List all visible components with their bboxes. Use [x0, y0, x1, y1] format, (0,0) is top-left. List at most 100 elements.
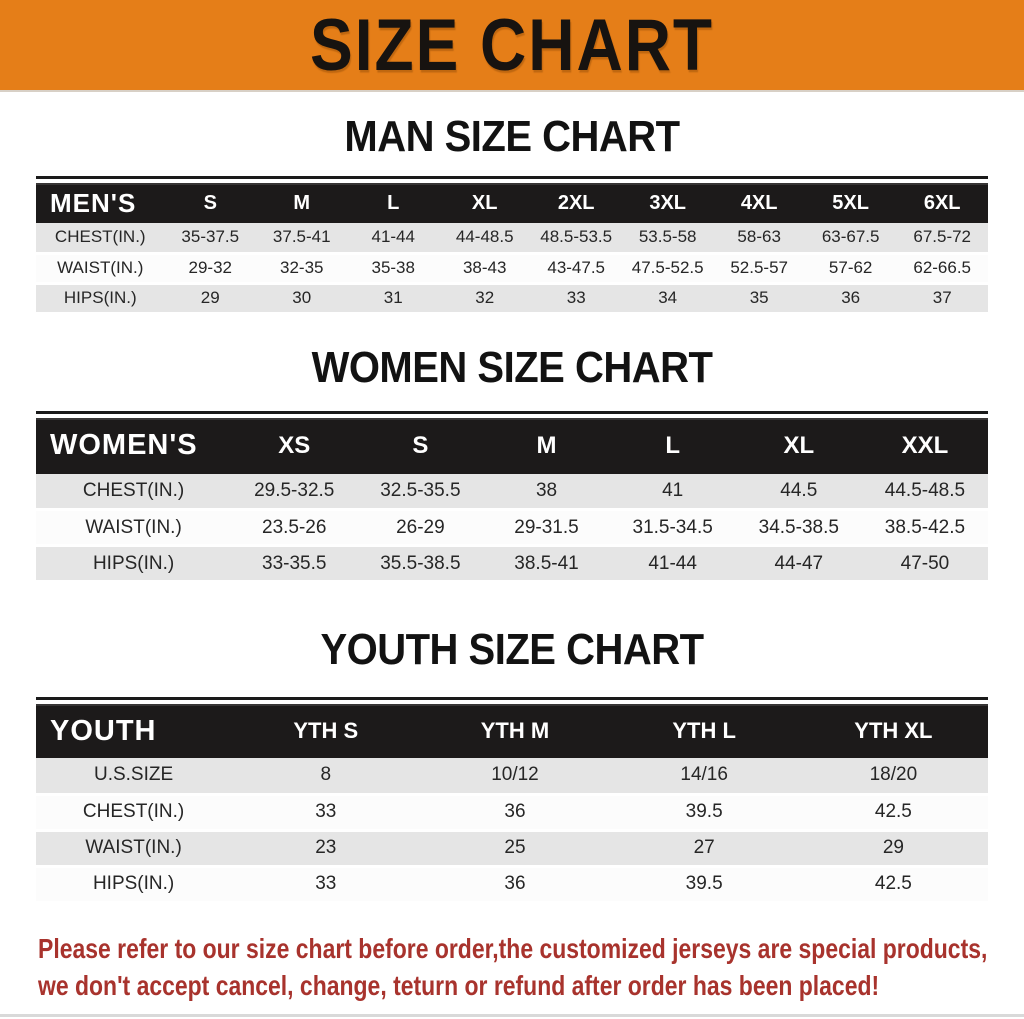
table-row: WAIST(IN.) 23.5-26 26-29 29-31.5 31.5-34.5 34…	[36, 509, 988, 546]
value-cell: 44-47	[735, 545, 862, 582]
size-column-header: XL	[735, 417, 862, 474]
table-row: HIPS(IN.) 33-35.5 35.5-38.5 38.5-41 41-44 44-…	[36, 545, 988, 582]
value-cell: 38.5-41	[483, 545, 610, 582]
mens-size-table: MEN'S S M L XL 2XL 3XL 4XL 5XL 6XL CHEST(IN.) 35-37…	[36, 183, 988, 315]
table-top-rule	[36, 697, 988, 700]
value-cell: 42.5	[798, 794, 988, 830]
row-label: CHEST(IN.)	[36, 223, 165, 253]
women-size-chart-heading: WOMEN SIZE CHART	[311, 343, 713, 392]
value-cell: 57-62	[804, 253, 897, 283]
size-column-header: 4XL	[713, 183, 805, 223]
value-cell: 34	[621, 283, 714, 313]
table-top-rule	[36, 410, 988, 414]
value-cell: 44-48.5	[438, 223, 531, 253]
size-column-header: S	[164, 183, 256, 223]
value-cell: 37	[896, 283, 988, 313]
value-cell: 29	[798, 830, 988, 866]
value-cell: 31	[347, 283, 439, 313]
value-cell: 29	[164, 283, 256, 313]
youth-size-chart-heading: YOUTH SIZE CHART	[320, 626, 704, 674]
table-row: WAIST(IN.) 23 25 27 29	[36, 830, 988, 866]
size-column-header: YTH L	[609, 704, 799, 758]
value-cell: 36	[420, 794, 610, 830]
header-row: MEN'S S M L XL 2XL 3XL 4XL 5XL 6XL	[36, 183, 988, 223]
size-column-header: YTH S	[231, 704, 421, 758]
table-row: HIPS(IN.) 29 30 31 32 33 34 35 36 37	[36, 283, 988, 313]
value-cell: 62-66.5	[896, 253, 988, 283]
size-column-header: XXL	[861, 417, 988, 474]
disclaimer-line-1: Please refer to our size chart before or…	[38, 932, 988, 964]
table-corner-label: YOUTH	[36, 704, 232, 758]
youth-size-table: YOUTH YTH S YTH M YTH L YTH XL U.S.SIZE 8 10/12…	[36, 704, 988, 904]
value-cell: 33-35.5	[231, 545, 358, 582]
size-column-header: M	[483, 417, 610, 474]
value-cell: 34.5-38.5	[735, 509, 862, 546]
value-cell: 8	[231, 758, 421, 794]
value-cell: 33	[530, 283, 622, 313]
size-column-header: YTH M	[420, 704, 610, 758]
size-column-header: L	[609, 417, 736, 474]
value-cell: 25	[420, 830, 610, 866]
row-label: HIPS(IN.)	[36, 545, 232, 582]
size-column-header: 2XL	[530, 183, 622, 223]
value-cell: 41	[609, 473, 736, 510]
row-label: U.S.SIZE	[36, 758, 232, 794]
value-cell: 39.5	[609, 794, 799, 830]
size-column-header: XL	[438, 183, 531, 223]
value-cell: 26-29	[357, 509, 484, 546]
banner-title: SIZE CHART	[310, 3, 714, 87]
value-cell: 52.5-57	[713, 253, 805, 283]
value-cell: 63-67.5	[804, 223, 897, 253]
table-row: CHEST(IN.) 35-37.5 37.5-41 41-44 44-48.5 48.5…	[36, 223, 988, 253]
value-cell: 43-47.5	[530, 253, 622, 283]
size-column-header: XS	[231, 417, 358, 474]
row-label: HIPS(IN.)	[36, 866, 232, 902]
table-row: CHEST(IN.) 29.5-32.5 32.5-35.5 38 41 44.5 44.5…	[36, 473, 988, 510]
value-cell: 23	[231, 830, 421, 866]
value-cell: 37.5-41	[256, 223, 348, 253]
value-cell: 18/20	[798, 758, 988, 794]
table-corner-label: MEN'S	[36, 183, 165, 223]
value-cell: 53.5-58	[621, 223, 714, 253]
row-label: CHEST(IN.)	[36, 473, 232, 510]
value-cell: 38.5-42.5	[861, 509, 988, 546]
value-cell: 32.5-35.5	[357, 473, 484, 510]
womens-size-table-section: WOMEN'S XS S M L XL XXL CHEST(IN.) 29.5-32.5 32.5…	[36, 410, 988, 584]
disclaimer-note: Please refer to our size chart before or…	[0, 930, 1024, 1004]
value-cell: 38-43	[438, 253, 531, 283]
size-column-header: M	[256, 183, 348, 223]
row-label: CHEST(IN.)	[36, 794, 232, 830]
value-cell: 35-37.5	[164, 223, 256, 253]
value-cell: 38	[483, 473, 610, 510]
table-row: U.S.SIZE 8 10/12 14/16 18/20	[36, 758, 988, 794]
womens-size-table: WOMEN'S XS S M L XL XXL CHEST(IN.) 29.5-32.5 32.5…	[36, 417, 988, 584]
size-chart-banner: SIZE CHART	[0, 0, 1024, 92]
header-row: YOUTH YTH S YTH M YTH L YTH XL	[36, 704, 988, 758]
header-row: WOMEN'S XS S M L XL XXL	[36, 417, 988, 474]
value-cell: 47-50	[861, 545, 988, 582]
size-column-header: 3XL	[621, 183, 714, 223]
value-cell: 29.5-32.5	[231, 473, 358, 510]
disclaimer-line-2: we don't accept cancel, change, teturn o…	[38, 969, 880, 1001]
table-corner-label: WOMEN'S	[36, 417, 232, 474]
value-cell: 36	[804, 283, 897, 313]
value-cell: 35-38	[347, 253, 439, 283]
value-cell: 32	[438, 283, 531, 313]
size-column-header: 6XL	[896, 183, 988, 223]
table-row: WAIST(IN.) 29-32 32-35 35-38 38-43 43-47.5 47.…	[36, 253, 988, 283]
value-cell: 58-63	[713, 223, 805, 253]
size-column-header: YTH XL	[798, 704, 988, 758]
value-cell: 47.5-52.5	[621, 253, 714, 283]
value-cell: 31.5-34.5	[609, 509, 736, 546]
youth-size-table-section: YOUTH YTH S YTH M YTH L YTH XL U.S.SIZE 8 10/12…	[36, 697, 988, 904]
row-label: WAIST(IN.)	[36, 830, 232, 866]
table-row: CHEST(IN.) 33 36 39.5 42.5	[36, 794, 988, 830]
row-label: HIPS(IN.)	[36, 283, 165, 313]
size-column-header: S	[357, 417, 484, 474]
value-cell: 39.5	[609, 866, 799, 902]
value-cell: 27	[609, 830, 799, 866]
size-column-header: L	[347, 183, 439, 223]
value-cell: 48.5-53.5	[530, 223, 622, 253]
value-cell: 29-31.5	[483, 509, 610, 546]
value-cell: 33	[231, 794, 421, 830]
